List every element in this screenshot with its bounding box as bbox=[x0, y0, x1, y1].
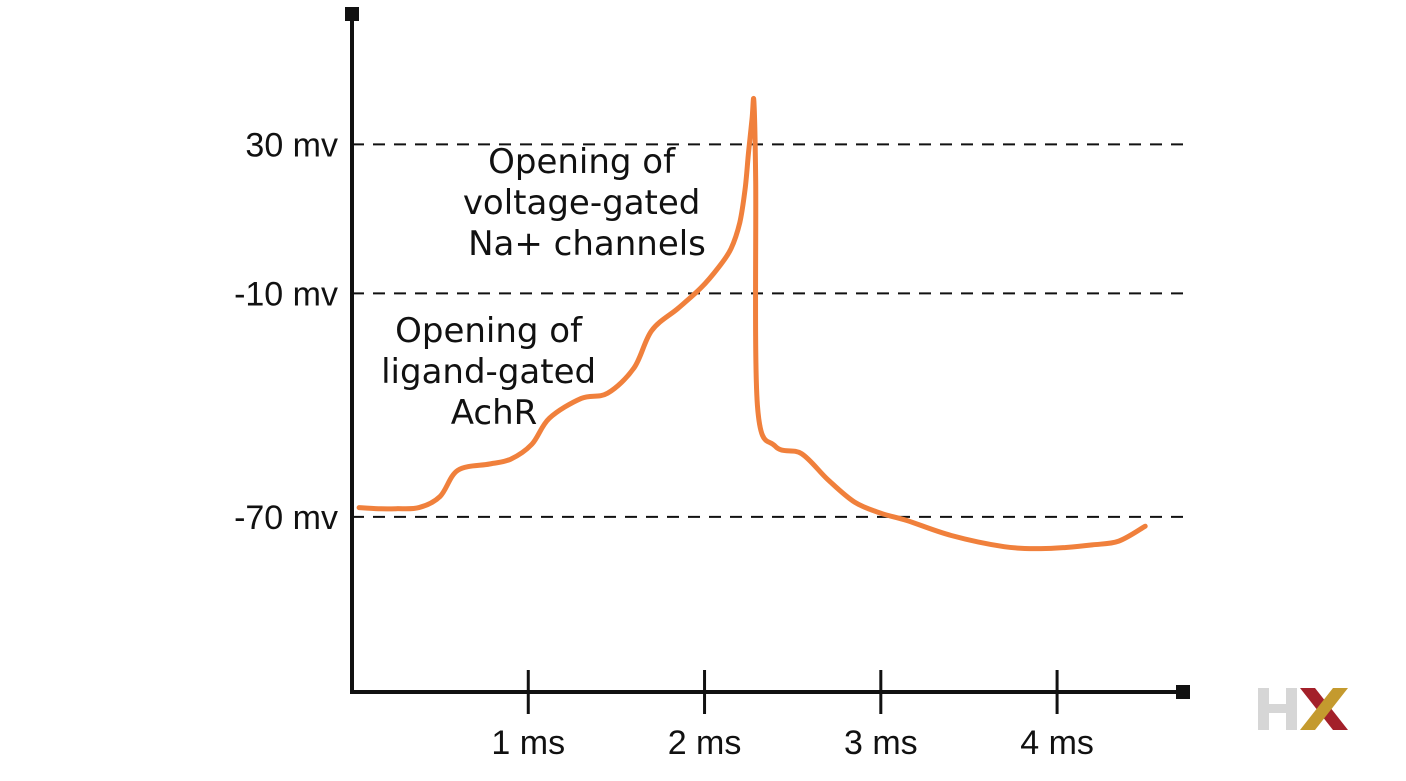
x-axis-end-marker bbox=[1176, 685, 1190, 699]
y-tick-labels: 30 mv -10 mv -70 mv bbox=[234, 126, 338, 537]
series-line bbox=[356, 96, 1148, 552]
y-axis-end-marker bbox=[345, 7, 359, 21]
reference-lines bbox=[352, 143, 1190, 518]
y-tick-label: -70 mv bbox=[234, 499, 338, 537]
logo-letter-x bbox=[1300, 688, 1348, 730]
x-ticks: 1 ms 2 ms 3 ms 4 ms bbox=[491, 670, 1094, 762]
hx-logo bbox=[1258, 688, 1348, 730]
series-layer bbox=[356, 96, 1148, 552]
annotation-voltage-gated: Opening of voltage-gated Na+ channels bbox=[463, 142, 711, 264]
annotation-line: Opening of bbox=[395, 311, 583, 351]
y-tick-label: 30 mv bbox=[245, 126, 338, 164]
annotation-ligand-gated: Opening of ligand-gated AchR bbox=[381, 311, 607, 433]
annotation-line: Opening of bbox=[488, 142, 676, 182]
annotations: Opening of voltage-gated Na+ channels Op… bbox=[381, 142, 711, 433]
annotation-line: AchR bbox=[451, 393, 538, 433]
x-tick-label: 4 ms bbox=[1020, 724, 1094, 762]
annotation-line: voltage-gated bbox=[463, 183, 701, 223]
annotation-line: Na+ channels bbox=[468, 224, 706, 264]
x-tick-label: 1 ms bbox=[491, 724, 565, 762]
x-tick-label: 2 ms bbox=[668, 724, 742, 762]
x-tick-label: 3 ms bbox=[844, 724, 918, 762]
axes bbox=[345, 7, 1190, 699]
y-tick-label: -10 mv bbox=[234, 275, 338, 313]
annotation-line: ligand-gated bbox=[381, 352, 596, 392]
logo-letter-h bbox=[1258, 688, 1297, 730]
